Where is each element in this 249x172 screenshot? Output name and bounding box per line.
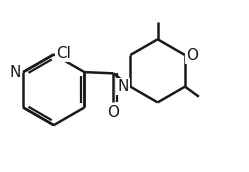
Text: N: N (9, 65, 21, 80)
Text: O: O (108, 105, 120, 120)
Text: N: N (118, 79, 129, 94)
Text: O: O (186, 48, 198, 63)
Text: Cl: Cl (56, 46, 71, 61)
